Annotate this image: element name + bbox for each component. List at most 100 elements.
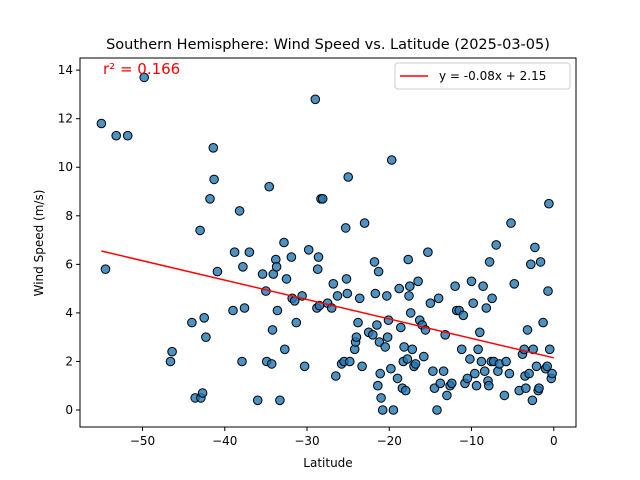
data-point xyxy=(373,266,384,277)
data-point xyxy=(484,257,495,267)
data-point xyxy=(544,344,555,355)
y-tick-label: 10 xyxy=(58,160,73,174)
data-point xyxy=(396,322,406,333)
x-tick-label: −50 xyxy=(130,434,155,448)
data-point xyxy=(359,218,370,228)
data-point xyxy=(257,269,268,279)
data-point xyxy=(252,395,263,406)
data-point xyxy=(332,291,343,301)
data-point xyxy=(267,325,278,335)
data-point xyxy=(403,254,414,265)
data-point xyxy=(543,286,553,296)
data-point xyxy=(419,351,429,362)
data-point xyxy=(534,383,544,394)
y-tick-label: 4 xyxy=(65,306,73,320)
data-point xyxy=(228,305,238,316)
data-point xyxy=(205,194,215,204)
x-tick-label: −20 xyxy=(377,434,402,448)
data-point xyxy=(382,332,393,343)
data-point xyxy=(201,332,211,343)
data-point xyxy=(291,317,302,328)
data-point xyxy=(280,344,290,355)
x-tick-label: −30 xyxy=(294,434,319,448)
data-point xyxy=(100,264,111,275)
x-tick-label: 0 xyxy=(550,434,558,448)
data-point xyxy=(331,371,341,381)
data-point xyxy=(458,310,469,321)
x-axis-label: Latitude xyxy=(303,456,352,470)
data-point xyxy=(433,293,444,304)
data-point xyxy=(399,342,409,352)
data-point xyxy=(310,94,321,105)
plot-area xyxy=(96,72,557,415)
data-point xyxy=(345,356,355,367)
data-point xyxy=(499,390,510,401)
data-point xyxy=(491,240,502,250)
data-point xyxy=(547,368,557,379)
data-point xyxy=(468,298,479,309)
data-point xyxy=(328,279,339,289)
data-point xyxy=(481,303,492,313)
data-point xyxy=(376,393,386,403)
data-point xyxy=(527,395,538,406)
data-point xyxy=(380,342,391,352)
y-tick-label: 2 xyxy=(65,354,73,368)
data-point xyxy=(229,247,240,257)
data-point xyxy=(279,237,289,248)
data-point xyxy=(375,368,386,379)
data-point xyxy=(264,181,275,192)
data-point xyxy=(504,368,515,379)
y-tick-label: 14 xyxy=(58,63,73,77)
data-point xyxy=(351,332,362,343)
data-point xyxy=(438,366,449,377)
data-point xyxy=(462,373,473,384)
data-point xyxy=(410,359,421,369)
data-point xyxy=(425,298,436,309)
y-tick-label: 8 xyxy=(65,209,73,223)
x-tick-label: −40 xyxy=(212,434,237,448)
data-point xyxy=(405,308,416,318)
data-point xyxy=(535,257,546,267)
y-tick-label: 0 xyxy=(65,403,73,417)
legend-label: y = -0.08x + 2.15 xyxy=(439,69,546,83)
data-point xyxy=(423,247,433,257)
data-point xyxy=(388,405,399,415)
data-point xyxy=(519,344,530,355)
legend-box xyxy=(394,62,571,90)
data-point xyxy=(197,388,208,398)
data-point xyxy=(509,279,520,289)
data-point xyxy=(456,344,467,355)
data-point xyxy=(286,252,297,262)
data-point xyxy=(404,291,414,301)
data-point xyxy=(369,257,380,267)
data-point xyxy=(272,305,283,316)
axes: −50 −40 −30 −20 −10 0 0 2 4 6 8 10 12 14 xyxy=(58,57,577,448)
data-point xyxy=(122,130,133,141)
data-point xyxy=(484,380,494,391)
data-point xyxy=(442,390,452,401)
data-point xyxy=(353,317,363,328)
data-point xyxy=(271,262,282,272)
data-point xyxy=(368,330,378,340)
y-axis-label: Wind Speed (m/s) xyxy=(32,190,46,297)
data-point xyxy=(377,405,388,415)
data-point xyxy=(342,288,353,299)
data-point xyxy=(400,385,411,396)
data-point xyxy=(209,174,219,185)
data-point xyxy=(522,325,533,335)
data-point xyxy=(392,373,403,384)
data-point xyxy=(111,130,121,141)
data-point xyxy=(340,223,351,233)
data-point xyxy=(234,206,245,216)
data-point xyxy=(450,281,460,292)
data-point xyxy=(266,359,277,369)
data-point xyxy=(531,361,542,372)
data-point xyxy=(476,356,487,367)
data-point xyxy=(402,354,413,364)
data-point xyxy=(470,368,480,379)
data-point xyxy=(96,118,107,129)
data-point xyxy=(281,274,292,284)
regression-line-group xyxy=(101,250,554,359)
data-point xyxy=(447,378,457,389)
